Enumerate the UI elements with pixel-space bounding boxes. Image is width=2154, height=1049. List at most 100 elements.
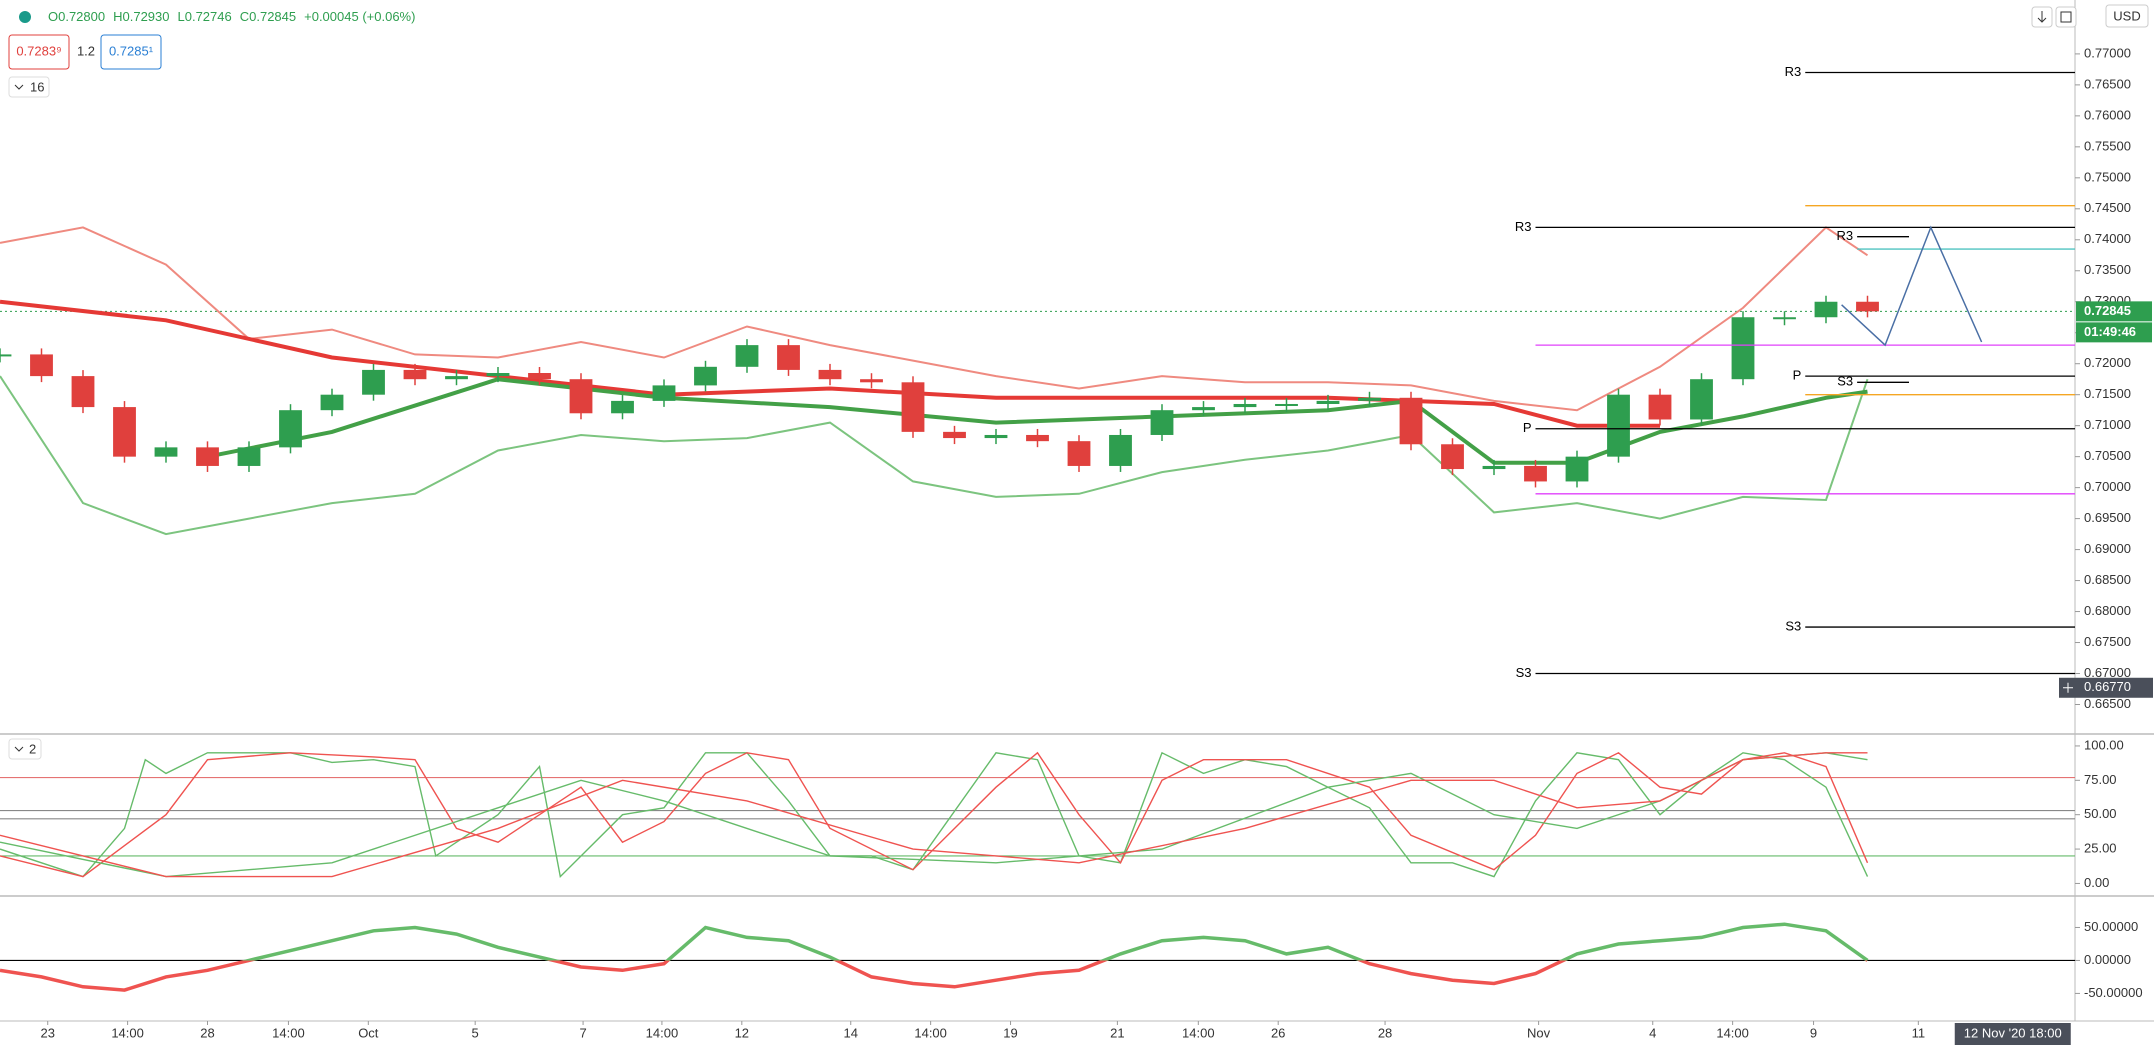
crosshair-time: 12 Nov '20 18:00 xyxy=(1964,1025,2062,1040)
x-tick-label: 14:00 xyxy=(646,1025,679,1040)
x-tick-label: 9 xyxy=(1810,1025,1817,1040)
x-tick-label: Oct xyxy=(358,1025,379,1040)
arrow-icon xyxy=(2037,11,2047,23)
y-tick-label: 0.74000 xyxy=(2084,231,2131,246)
candle xyxy=(818,369,842,380)
candle xyxy=(569,379,593,414)
y-tick-label: 0.70000 xyxy=(2084,479,2131,494)
quote-field: O0.72800 xyxy=(48,9,105,24)
candle xyxy=(154,447,178,457)
candle xyxy=(694,366,717,386)
x-tick-label: 5 xyxy=(472,1025,479,1040)
y-tick-label: 50.00 xyxy=(2084,806,2117,821)
x-tick-label: 12 xyxy=(735,1025,749,1040)
panel-toggle[interactable] xyxy=(8,738,42,760)
candle xyxy=(528,373,551,380)
x-tick-label: Nov xyxy=(1527,1025,1551,1040)
interval-toggle[interactable] xyxy=(8,76,50,98)
candle xyxy=(984,434,1008,439)
candle xyxy=(735,345,759,367)
x-tick-label: 11 xyxy=(1912,1025,1926,1040)
x-tick-label: 23 xyxy=(40,1025,54,1040)
y-tick-label: 0.69500 xyxy=(2084,510,2131,525)
y-tick-label: 0.75500 xyxy=(2084,138,2131,153)
y-tick-label: 0.00 xyxy=(2084,875,2109,890)
y-tick-label: 0.66500 xyxy=(2084,696,2131,711)
crosshair-time-tag xyxy=(1954,1023,2071,1045)
candle xyxy=(1814,301,1838,318)
candle xyxy=(1316,400,1340,404)
y-tick-label: 0.70500 xyxy=(2084,448,2131,463)
candle xyxy=(279,410,302,448)
interval-label[interactable]: 16 xyxy=(30,79,44,94)
y-tick-label: 0.76000 xyxy=(2084,107,2131,122)
quote-field: C0.72845 xyxy=(240,9,296,24)
y-tick-label: -50.00000 xyxy=(2084,985,2143,1000)
candle xyxy=(1607,394,1630,457)
sell-price[interactable]: 0.7283⁹ xyxy=(16,43,61,58)
currency-label[interactable]: USD xyxy=(2113,8,2140,23)
quote-field: L0.72746 xyxy=(178,9,232,24)
panel-label[interactable]: 2 xyxy=(29,741,36,756)
chevron xyxy=(14,746,24,752)
y-tick-label: 0.75000 xyxy=(2084,169,2131,184)
x-tick-label: 14 xyxy=(844,1025,858,1040)
pivot-label: P xyxy=(1523,420,1532,435)
line xyxy=(0,751,1869,878)
quote-field: H0.72930 xyxy=(113,9,169,24)
y-tick-label: 0.74500 xyxy=(2084,200,2131,215)
countdown: 01:49:46 xyxy=(2084,324,2136,339)
buy-price[interactable]: 0.7285¹ xyxy=(109,43,154,58)
pivot-label: S3 xyxy=(1837,374,1853,389)
x-tick-label: 14:00 xyxy=(1716,1025,1749,1040)
x-tick-label: 21 xyxy=(1110,1025,1124,1040)
y-tick-label: 25.00 xyxy=(2084,841,2117,856)
candle xyxy=(1731,317,1755,380)
candle xyxy=(1275,403,1298,406)
candle xyxy=(860,379,883,383)
maximize-button[interactable] xyxy=(2055,6,2077,28)
line xyxy=(0,752,1868,878)
x-tick-label: 14:00 xyxy=(1182,1025,1215,1040)
candle xyxy=(445,376,468,380)
x-tick-label: 14:00 xyxy=(272,1025,305,1040)
candle xyxy=(1690,379,1713,420)
candle xyxy=(1773,317,1796,320)
y-tick-label: 0.76500 xyxy=(2084,76,2131,91)
candle xyxy=(901,382,925,432)
candle xyxy=(611,400,634,414)
candle xyxy=(320,394,344,411)
candle xyxy=(652,385,676,401)
candle xyxy=(1192,407,1215,411)
buy-button[interactable] xyxy=(100,34,162,70)
x-tick-label: 14:00 xyxy=(111,1025,144,1040)
maximize-icon xyxy=(2060,11,2072,23)
candle xyxy=(0,354,12,357)
chevron xyxy=(14,84,24,90)
candle xyxy=(777,345,800,370)
y-tick-label: 0.71500 xyxy=(2084,386,2131,401)
y-tick-label: 0.73500 xyxy=(2084,262,2131,277)
y-tick-label: 0.67500 xyxy=(2084,634,2131,649)
last-price-tag xyxy=(2076,301,2152,322)
pivot-label: S3 xyxy=(1516,665,1532,680)
x-tick-label: 26 xyxy=(1271,1025,1285,1040)
pivot-label: P xyxy=(1793,368,1802,383)
candle xyxy=(362,369,385,395)
y-tick-label: 50.00000 xyxy=(2084,919,2138,934)
line xyxy=(0,226,1869,412)
currency-box[interactable] xyxy=(2105,4,2149,28)
pivot-label: R3 xyxy=(1785,64,1802,79)
y-tick-label: 0.77000 xyxy=(2084,45,2131,60)
countdown-tag xyxy=(2076,322,2152,343)
lot-size[interactable]: 1.2 xyxy=(77,43,95,58)
candle xyxy=(1399,397,1423,445)
plot-area: 0.66500 0.67000 0.67500 0.68000 0.68500 0.690… xyxy=(0,45,2143,1040)
y-tick-label: 0.68000 xyxy=(2084,603,2131,618)
x-tick-label: 28 xyxy=(1378,1025,1392,1040)
candle xyxy=(486,373,510,377)
pivot-label: R3 xyxy=(1515,219,1532,234)
sell-button[interactable] xyxy=(8,34,70,70)
candle xyxy=(1026,434,1049,442)
